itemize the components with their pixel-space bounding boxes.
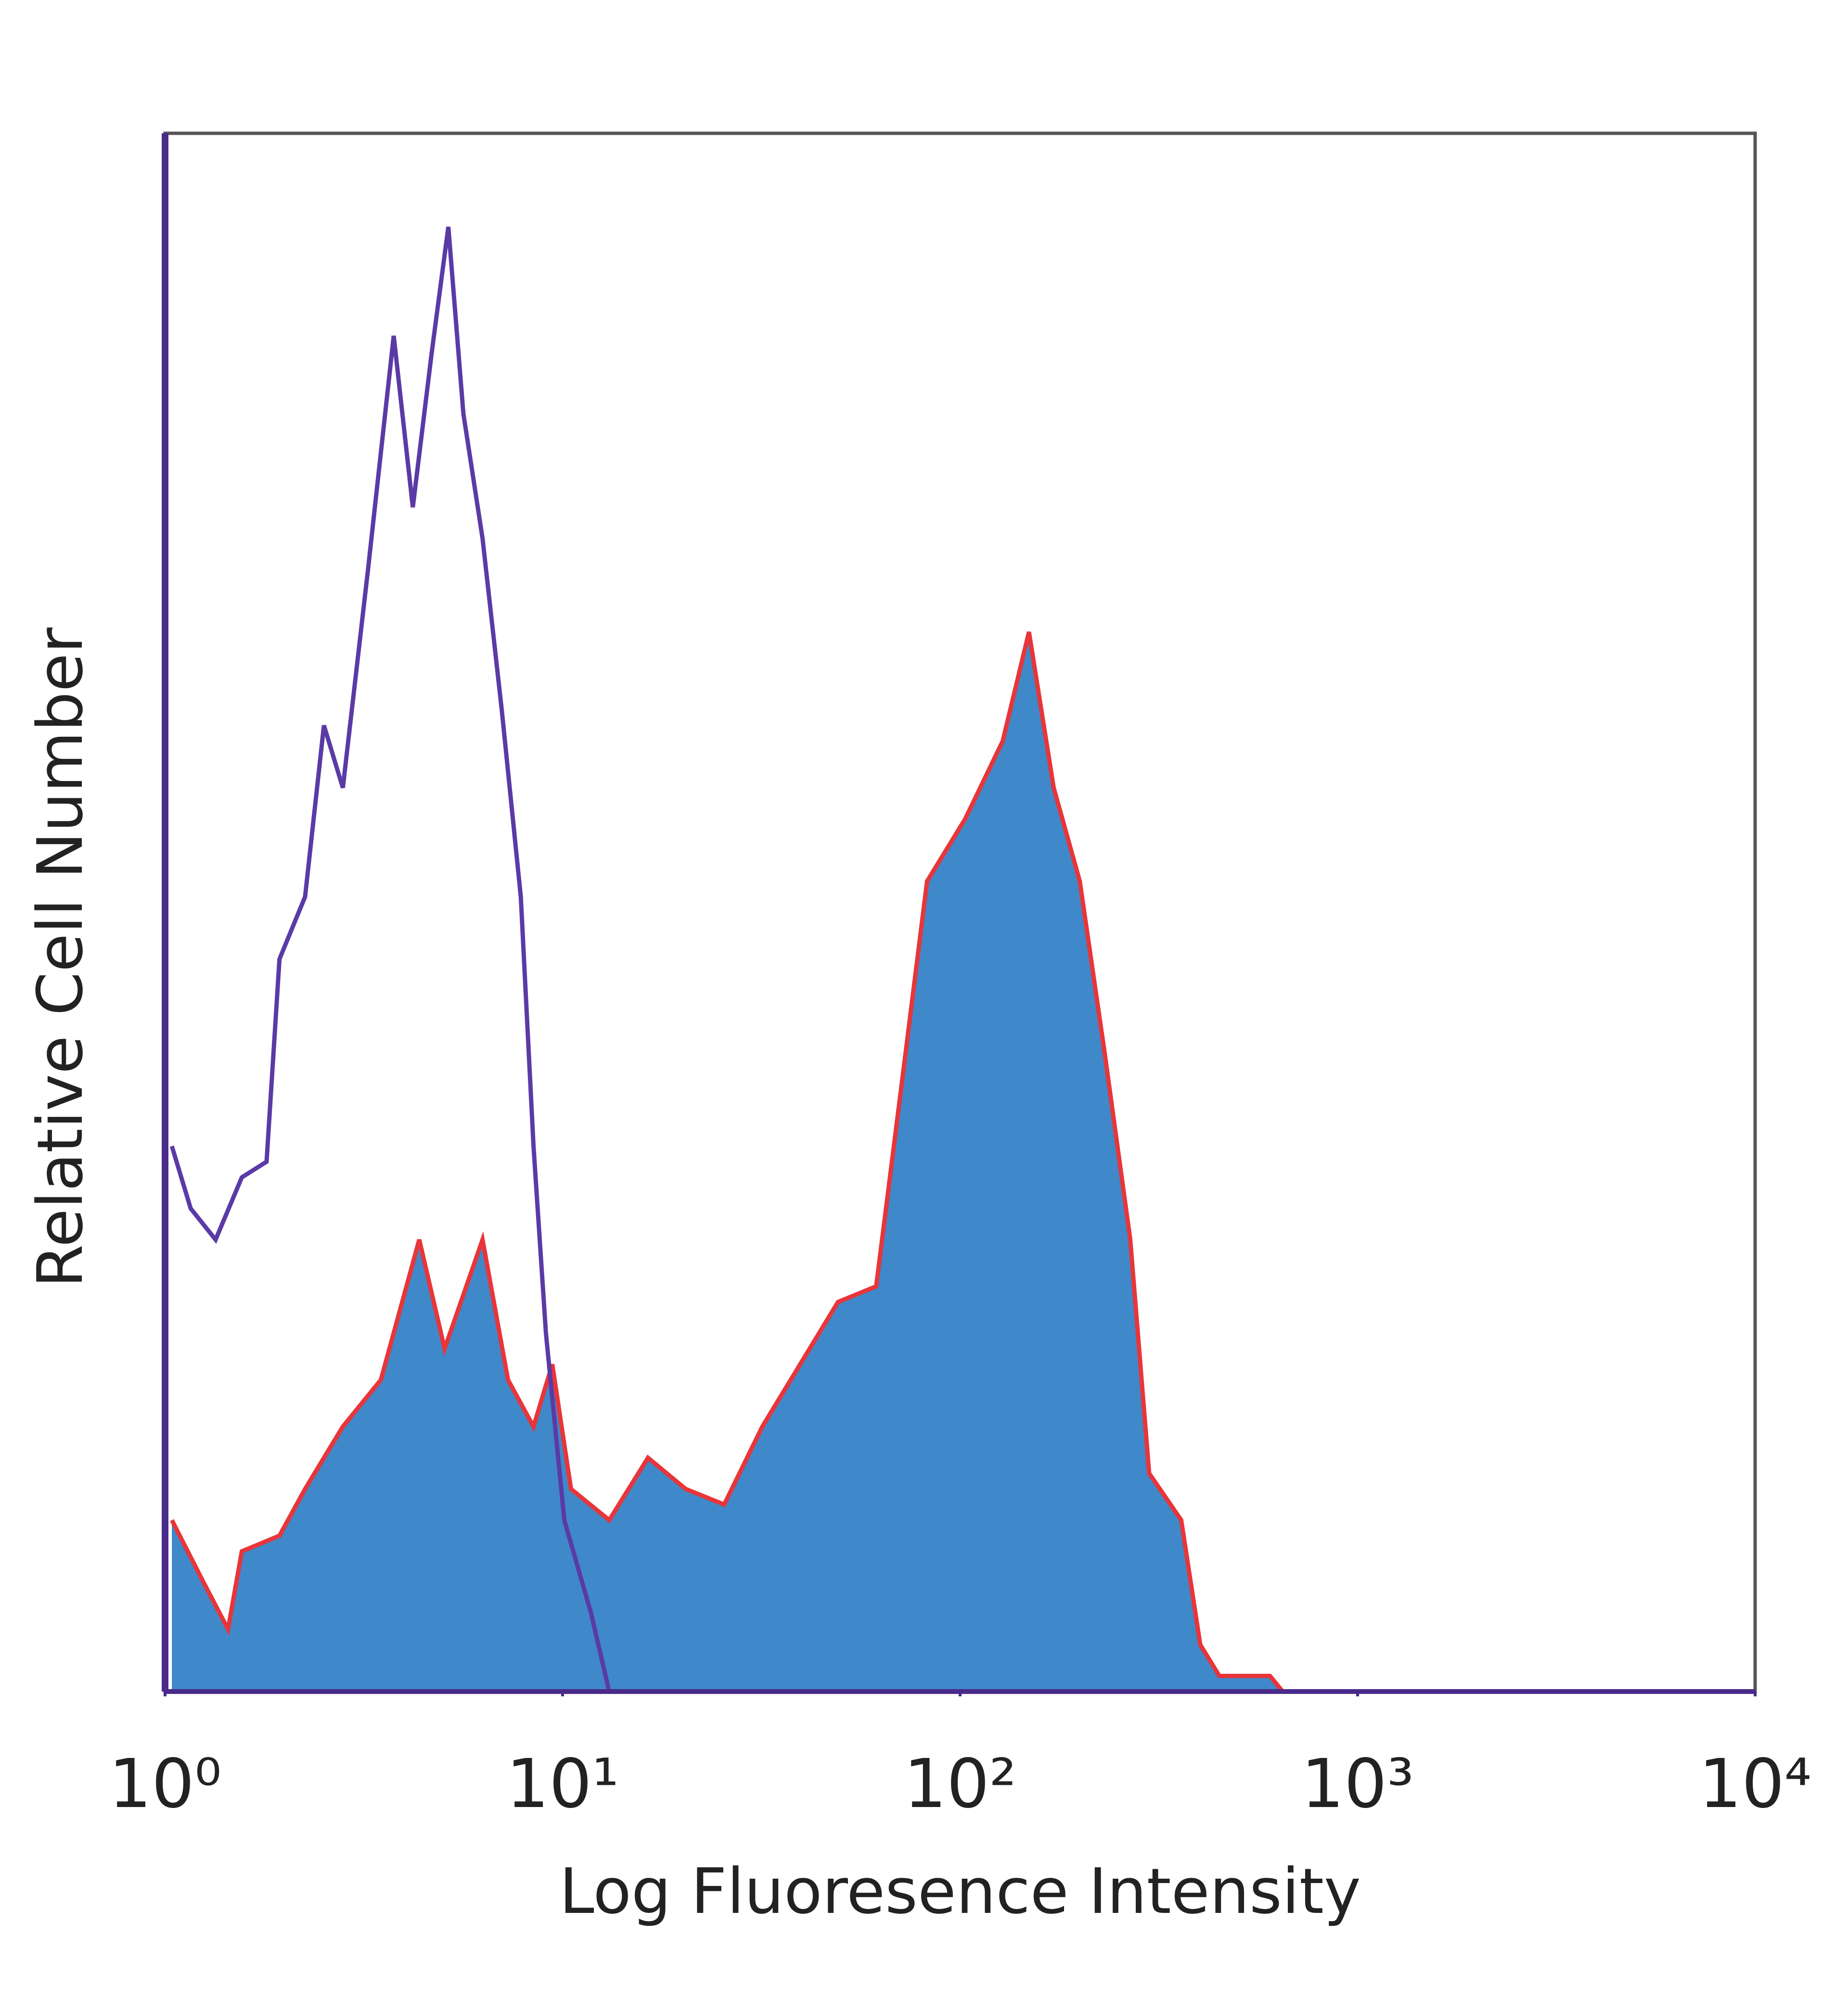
x-tick-label: 10³ [1301, 1745, 1414, 1823]
x-tick-label: 10⁴ [1699, 1745, 1811, 1823]
line [170, 631, 1284, 1693]
area [172, 632, 1283, 1692]
line [169, 226, 612, 1692]
x-tick-label: 10¹ [506, 1745, 619, 1823]
x-tick-label: 10⁰ [109, 1745, 221, 1823]
x-tick-label: 10² [904, 1745, 1016, 1823]
y-axis-label: Relative Cell Number [24, 627, 97, 1288]
x-axis-label: Log Fluoresence Intensity [559, 1855, 1361, 1928]
